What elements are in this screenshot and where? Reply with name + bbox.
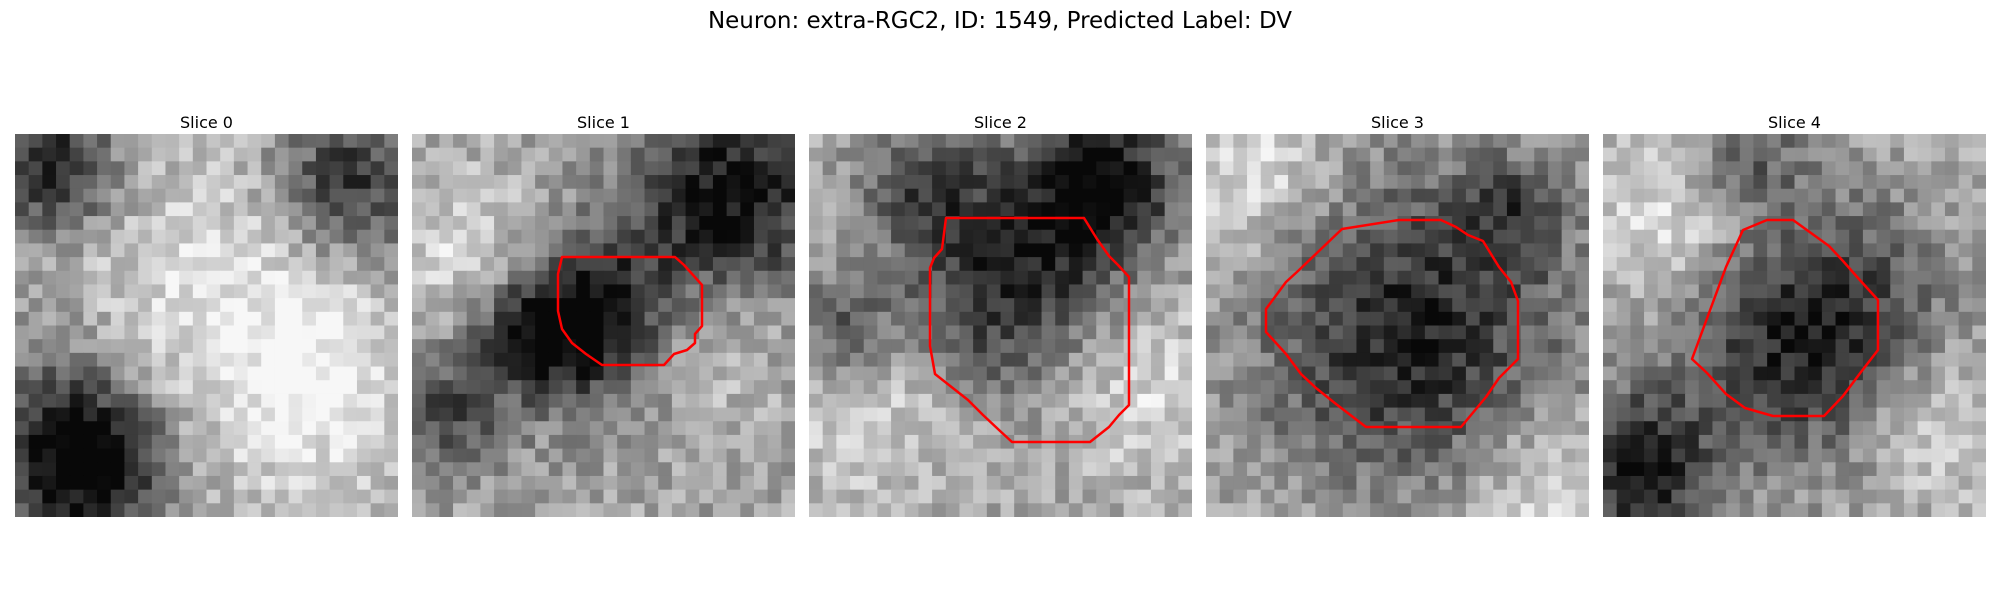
slice-panel-4: Slice 4 [1603, 112, 1986, 517]
slice-panel-0: Slice 0 [15, 112, 398, 517]
slice-image-1 [412, 134, 795, 517]
slice-pixels-4 [1603, 134, 1986, 517]
slice-pixels-2 [809, 134, 1192, 517]
roi-contour-3 [1264, 218, 1520, 429]
slice-pixels-1 [412, 134, 795, 517]
slice-image-3 [1206, 134, 1589, 517]
roi-contour-4 [1690, 218, 1880, 418]
slice-title-4: Slice 4 [1768, 113, 1821, 132]
slice-panel-2: Slice 2 [809, 112, 1192, 517]
slice-title-2: Slice 2 [974, 113, 1027, 132]
slice-title-3: Slice 3 [1371, 113, 1424, 132]
figure-title: Neuron: extra-RGC2, ID: 1549, Predicted … [707, 8, 1293, 34]
slice-panel-1: Slice 1 [412, 112, 795, 517]
slice-panel-3: Slice 3 [1206, 112, 1589, 517]
slice-pixels-3 [1206, 134, 1589, 517]
slice-title-1: Slice 1 [577, 113, 630, 132]
slice-image-2 [809, 134, 1192, 517]
slice-image-0 [15, 134, 398, 517]
slice-image-4 [1603, 134, 1986, 517]
slice-title-0: Slice 0 [180, 113, 233, 132]
roi-contour-1 [556, 255, 704, 367]
slice-pixels-0 [15, 134, 398, 517]
roi-contour-2 [928, 216, 1131, 444]
